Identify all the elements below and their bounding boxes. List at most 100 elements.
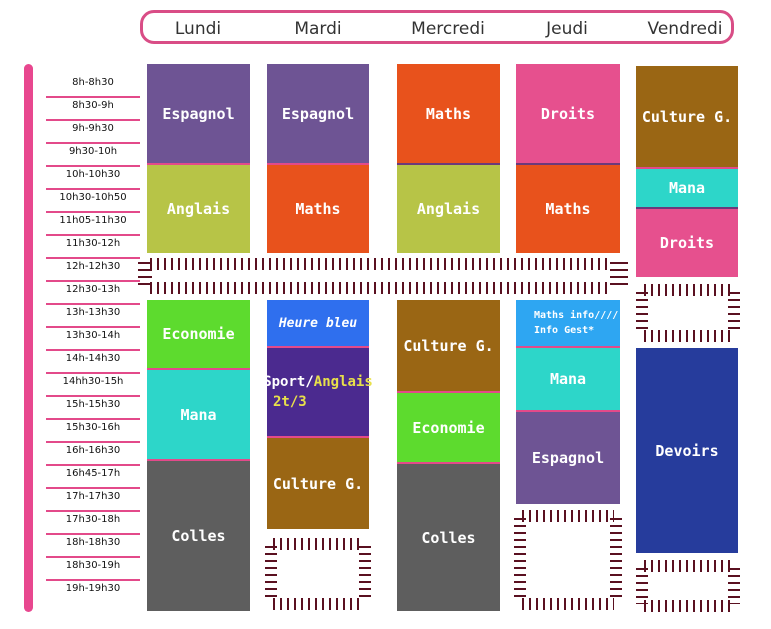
time-tick bbox=[46, 372, 140, 374]
course-mercredi-economie: Economie bbox=[397, 393, 500, 462]
time-tick bbox=[46, 533, 140, 535]
course-mercredi-colles: Colles bbox=[397, 464, 500, 611]
fraction-label: 2t/3 bbox=[273, 394, 307, 410]
separator bbox=[636, 167, 738, 169]
course-jeudi-espagnol: Espagnol bbox=[516, 412, 620, 504]
separator bbox=[516, 346, 620, 348]
course-vendredi-devoirs: Devoirs bbox=[636, 348, 738, 553]
separator bbox=[397, 462, 500, 464]
day-jeudi: Jeudi bbox=[546, 19, 588, 39]
course-lundi-anglais: Anglais bbox=[147, 165, 250, 253]
course-jeudi-mana: Mana bbox=[516, 348, 620, 410]
time-tick bbox=[46, 96, 140, 98]
separator bbox=[267, 436, 369, 438]
day-lundi: Lundi bbox=[174, 19, 222, 39]
course-lundi-espagnol: Espagnol bbox=[147, 64, 250, 164]
course-jeudi-maths-info: Maths info//// Info Gest* bbox=[516, 300, 620, 346]
separator bbox=[267, 346, 369, 348]
time-tick bbox=[46, 487, 140, 489]
time-label: 12h-12h30 bbox=[65, 261, 121, 272]
day-vendredi: Vendredi bbox=[647, 19, 723, 39]
course-mercredi-culture-g: Culture G. bbox=[397, 300, 500, 391]
course-mardi-espagnol: Espagnol bbox=[267, 64, 369, 164]
time-tick bbox=[46, 556, 140, 558]
day-mardi: Mardi bbox=[294, 19, 342, 39]
free-slot-fence bbox=[636, 284, 740, 342]
course-lundi-mana: Mana bbox=[147, 370, 250, 459]
separator bbox=[267, 163, 369, 165]
time-label: 12h30-13h bbox=[65, 284, 121, 295]
separator bbox=[516, 163, 620, 165]
time-tick bbox=[46, 280, 140, 282]
course-mardi-culture-g: Culture G. bbox=[267, 438, 369, 529]
course-mercredi-maths: Maths bbox=[397, 64, 500, 164]
course-vendredi-mana: Mana bbox=[636, 169, 738, 207]
days-header bbox=[140, 10, 734, 44]
time-label: 17h-17h30 bbox=[65, 491, 121, 502]
info-gest-label: Info Gest* bbox=[534, 325, 595, 336]
time-tick bbox=[46, 119, 140, 121]
sport-anglais-line: Sport/Anglais bbox=[263, 372, 373, 392]
time-tick bbox=[46, 257, 140, 259]
course-mardi-heure-bleu: Heure bleu bbox=[267, 300, 369, 346]
time-label: 10h-10h30 bbox=[65, 169, 121, 180]
time-tick bbox=[46, 303, 140, 305]
separator bbox=[397, 391, 500, 393]
lunch-break-fence bbox=[610, 262, 628, 290]
course-mardi-sport-anglais: Sport/Anglais 2t/3 bbox=[263, 348, 373, 436]
course-lundi-colles: Colles bbox=[147, 461, 250, 611]
time-tick bbox=[46, 165, 140, 167]
time-label: 16h-16h30 bbox=[65, 445, 121, 456]
time-label: 11h05-11h30 bbox=[59, 215, 127, 226]
maths-info-label: Maths info//// bbox=[534, 310, 619, 321]
time-label: 14hh30-15h bbox=[62, 376, 124, 387]
time-label: 15h-15h30 bbox=[65, 399, 121, 410]
time-label: 13h-13h30 bbox=[65, 307, 121, 318]
course-lundi-economie: Economie bbox=[147, 300, 250, 368]
free-slot-fence bbox=[514, 510, 622, 610]
day-mercredi: Mercredi bbox=[411, 19, 485, 39]
lunch-break-fence bbox=[150, 258, 610, 270]
time-label: 8h30-9h bbox=[72, 100, 114, 111]
free-slot-fence bbox=[636, 560, 740, 612]
time-tick bbox=[46, 418, 140, 420]
time-tick bbox=[46, 211, 140, 213]
left-bar bbox=[24, 64, 33, 612]
time-label: 17h30-18h bbox=[65, 514, 121, 525]
lunch-break-fence bbox=[150, 282, 610, 294]
time-tick bbox=[46, 395, 140, 397]
time-tick bbox=[46, 234, 140, 236]
time-tick bbox=[46, 441, 140, 443]
time-label: 9h30-10h bbox=[68, 146, 118, 157]
course-vendredi-droits: Droits bbox=[636, 209, 738, 277]
time-label: 19h-19h30 bbox=[65, 583, 121, 594]
separator bbox=[636, 207, 738, 209]
time-tick bbox=[46, 510, 140, 512]
separator bbox=[147, 163, 250, 165]
time-label: 10h30-10h50 bbox=[59, 192, 127, 203]
time-label: 15h30-16h bbox=[65, 422, 121, 433]
anglais-label: Anglais bbox=[313, 374, 373, 390]
course-jeudi-droits: Droits bbox=[516, 64, 620, 164]
free-slot-fence bbox=[265, 538, 371, 610]
time-label: 16h45-17h bbox=[65, 468, 121, 479]
time-label: 9h-9h30 bbox=[72, 123, 114, 134]
time-tick bbox=[46, 326, 140, 328]
course-jeudi-maths: Maths bbox=[516, 165, 620, 253]
time-tick bbox=[46, 188, 140, 190]
time-label: 18h30-19h bbox=[65, 560, 121, 571]
lunch-break-fence bbox=[138, 262, 152, 290]
time-label: 13h30-14h bbox=[65, 330, 121, 341]
separator bbox=[516, 410, 620, 412]
course-vendredi-culture-g: Culture G. bbox=[636, 66, 738, 167]
time-label: 14h-14h30 bbox=[65, 353, 121, 364]
separator bbox=[147, 368, 250, 370]
course-mercredi-anglais: Anglais bbox=[397, 165, 500, 253]
time-tick bbox=[46, 349, 140, 351]
separator bbox=[147, 459, 250, 461]
time-label: 8h-8h30 bbox=[72, 77, 114, 88]
separator bbox=[397, 163, 500, 165]
time-label: 18h-18h30 bbox=[65, 537, 121, 548]
time-tick bbox=[46, 142, 140, 144]
sport-label: Sport/ bbox=[263, 374, 314, 390]
